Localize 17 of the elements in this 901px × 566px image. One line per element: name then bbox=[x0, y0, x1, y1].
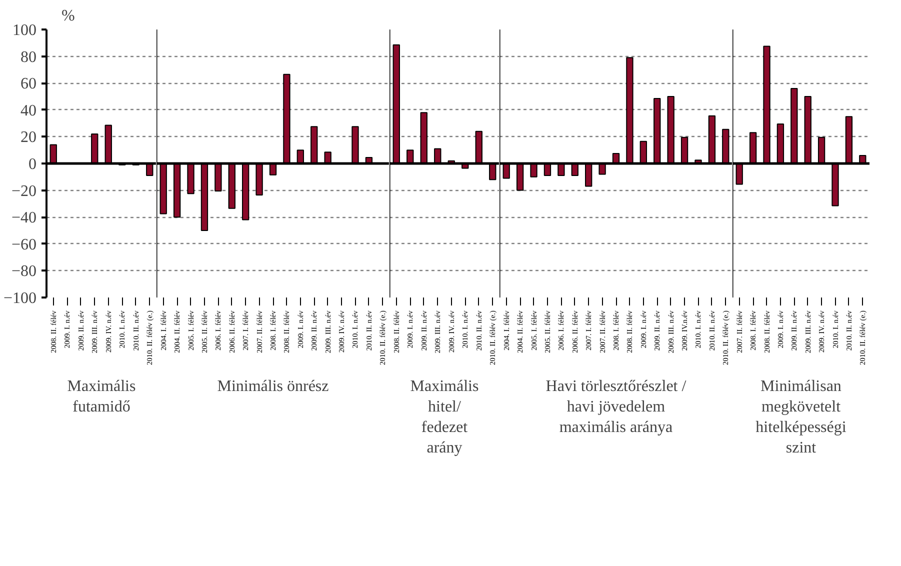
x-axis-title: Maximális hitel/ fedezet arány bbox=[410, 378, 479, 456]
y-tick-label: 100 bbox=[12, 22, 36, 39]
y-tick-label: 0 bbox=[28, 156, 36, 173]
y-tick-label: 20 bbox=[20, 129, 36, 146]
y-tick-label: −80 bbox=[11, 263, 37, 280]
y-tick-label: −60 bbox=[11, 236, 37, 254]
y-tick-label: 80 bbox=[20, 48, 36, 66]
y-tick-label: 40 bbox=[20, 102, 36, 120]
x-axis-title: Minimális önrész bbox=[217, 378, 329, 396]
x-axis-title: Minimálisan megkövetelt hitelképességi szint bbox=[756, 378, 847, 456]
y-tick-label: −100 bbox=[3, 290, 37, 307]
x-axis-title: Havi törlesztőrészlet / havi jövedelem maximális aránya bbox=[546, 378, 687, 436]
x-axis-title: Maximális futamidő bbox=[67, 378, 136, 416]
y-axis-title: % bbox=[62, 8, 75, 24]
y-tick-label: −20 bbox=[11, 182, 37, 200]
y-tick-label: −40 bbox=[11, 210, 37, 227]
y-tick-label: 60 bbox=[20, 76, 36, 93]
